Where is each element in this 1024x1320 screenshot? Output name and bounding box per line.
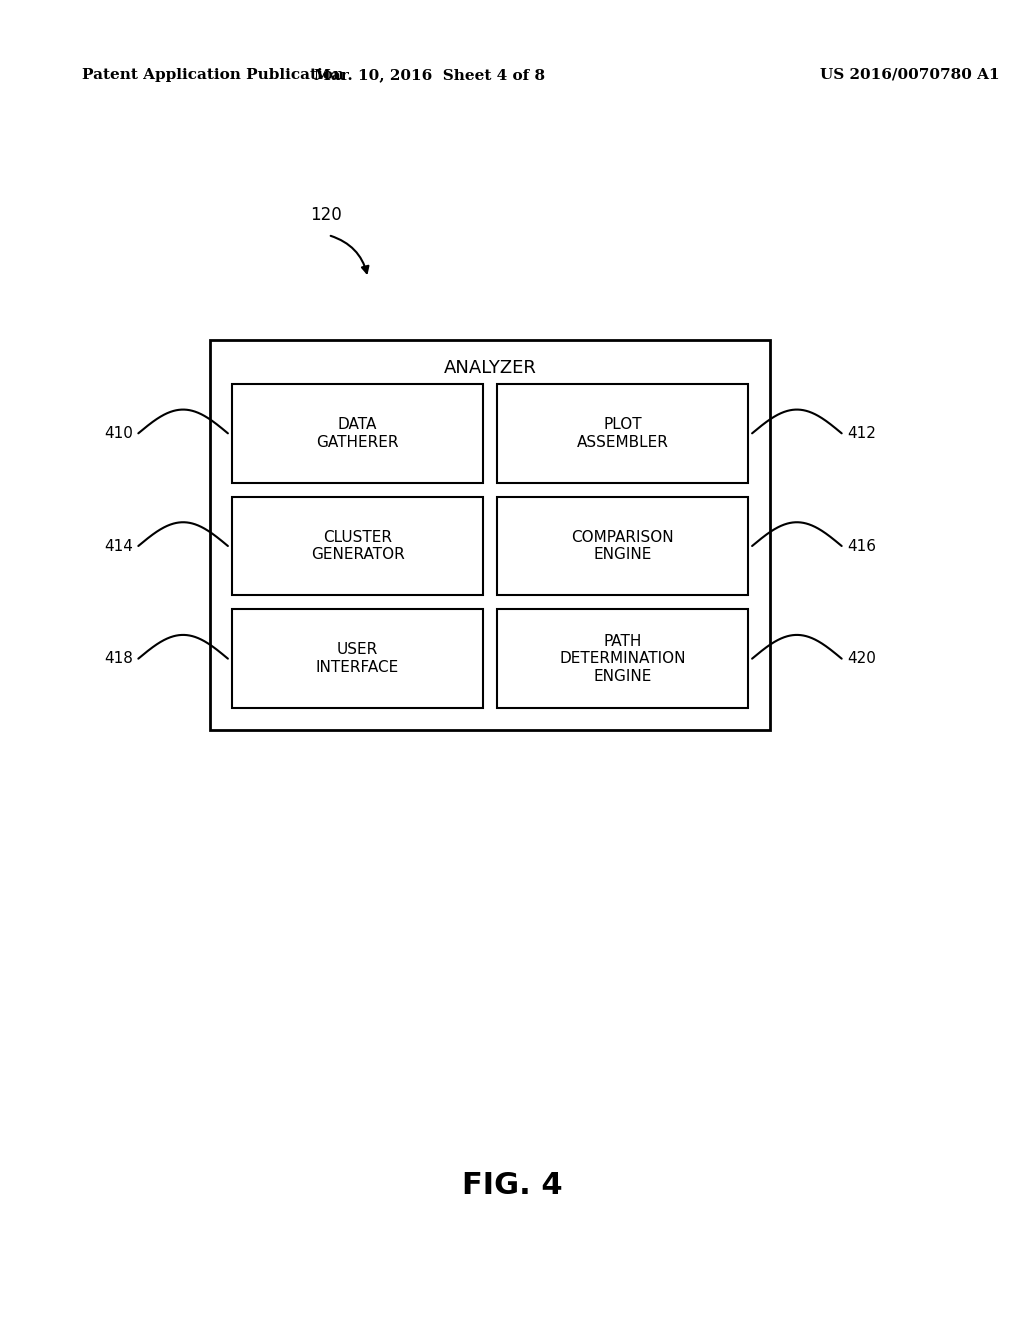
Text: 414: 414 (104, 539, 133, 553)
Bar (210, 341, 770, 730)
Text: 412: 412 (847, 426, 876, 441)
Text: 418: 418 (104, 651, 133, 667)
Text: DATA
GATHERER: DATA GATHERER (316, 417, 398, 450)
Text: FIG. 4: FIG. 4 (462, 1171, 562, 1200)
Text: CLUSTER
GENERATOR: CLUSTER GENERATOR (310, 529, 404, 562)
Bar (232, 384, 483, 483)
Bar (497, 496, 748, 595)
Text: 416: 416 (847, 539, 876, 553)
Text: PATH
DETERMINATION
ENGINE: PATH DETERMINATION ENGINE (559, 634, 686, 684)
Text: ANALYZER: ANALYZER (443, 359, 537, 378)
Text: 420: 420 (847, 651, 876, 667)
Text: USER
INTERFACE: USER INTERFACE (315, 643, 399, 675)
Bar (232, 496, 483, 595)
Text: PLOT
ASSEMBLER: PLOT ASSEMBLER (577, 417, 669, 450)
Text: 410: 410 (104, 426, 133, 441)
Bar (497, 610, 748, 708)
Text: COMPARISON
ENGINE: COMPARISON ENGINE (571, 529, 674, 562)
Bar (232, 610, 483, 708)
Text: US 2016/0070780 A1: US 2016/0070780 A1 (820, 69, 999, 82)
Text: Patent Application Publication: Patent Application Publication (82, 69, 344, 82)
Text: Mar. 10, 2016  Sheet 4 of 8: Mar. 10, 2016 Sheet 4 of 8 (314, 69, 546, 82)
Text: 120: 120 (310, 206, 342, 224)
Bar (497, 384, 748, 483)
